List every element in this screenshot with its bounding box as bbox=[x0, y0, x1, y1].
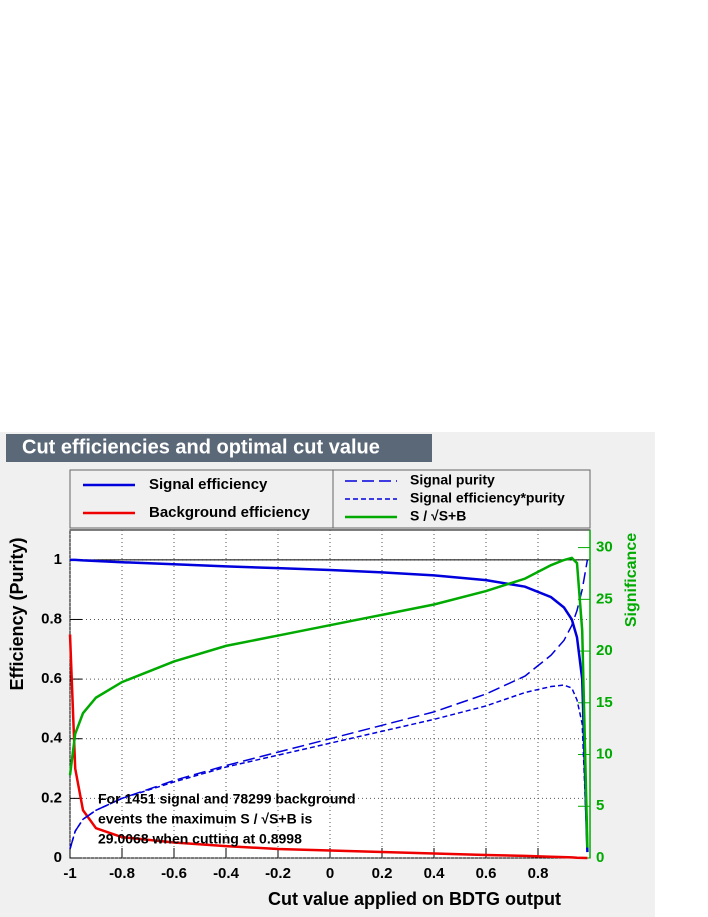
x-tick-label: 0 bbox=[326, 865, 334, 882]
legend-label: S / √S+B bbox=[410, 508, 466, 524]
series-line bbox=[68, 556, 589, 848]
x-tick-label: -0.8 bbox=[109, 865, 135, 882]
y2-tick-label: 20 bbox=[596, 642, 613, 659]
annotation: events the maximum S / √S+B is bbox=[98, 811, 312, 827]
y-axis-label: Efficiency (Purity) bbox=[7, 537, 27, 690]
y-tick-label: 0.8 bbox=[41, 610, 62, 627]
x-tick-label: -0.4 bbox=[213, 865, 240, 882]
y-tick-label: 0.2 bbox=[41, 789, 62, 806]
series-line bbox=[69, 684, 589, 853]
y-tick-label: 0 bbox=[54, 849, 62, 866]
chart-title: Cut efficiencies and optimal cut value bbox=[22, 436, 380, 458]
y2-tick-label: 30 bbox=[596, 539, 613, 556]
y2-tick-label: 5 bbox=[596, 797, 604, 814]
annotation: For 1451 signal and 78299 background bbox=[98, 791, 356, 807]
x-tick-label: 0.4 bbox=[424, 865, 446, 882]
legend-label: Signal purity bbox=[410, 472, 495, 488]
y2-axis-label: Significance bbox=[623, 533, 640, 627]
x-tick-label: 0.6 bbox=[476, 865, 497, 882]
x-tick-label: -0.2 bbox=[265, 865, 291, 882]
series-line bbox=[70, 558, 589, 853]
y-tick-label: 0.4 bbox=[41, 730, 63, 747]
legend-label: Background efficiency bbox=[149, 504, 311, 521]
legend-label: Signal efficiency bbox=[149, 476, 268, 493]
series-line bbox=[69, 559, 589, 850]
y2-tick-label: 10 bbox=[596, 745, 613, 762]
x-axis-label: Cut value applied on BDTG output bbox=[268, 889, 561, 909]
y-tick-label: 0.6 bbox=[41, 670, 62, 687]
x-tick-label: 0.8 bbox=[528, 865, 549, 882]
legend-label: Signal efficiency*purity bbox=[410, 490, 565, 506]
y2-tick-label: 25 bbox=[596, 590, 613, 607]
y2-tick-label: 0 bbox=[596, 849, 604, 866]
x-tick-label: -1 bbox=[63, 865, 76, 882]
x-tick-label: -0.6 bbox=[161, 865, 187, 882]
title-box bbox=[6, 434, 432, 462]
y-tick-label: 1 bbox=[54, 551, 62, 568]
x-tick-label: 0.2 bbox=[372, 865, 393, 882]
legend-box bbox=[69, 469, 591, 529]
series-line bbox=[68, 634, 588, 860]
annotation: 29.0068 when cutting at 0.8998 bbox=[98, 831, 302, 847]
y2-tick-label: 15 bbox=[596, 694, 613, 711]
